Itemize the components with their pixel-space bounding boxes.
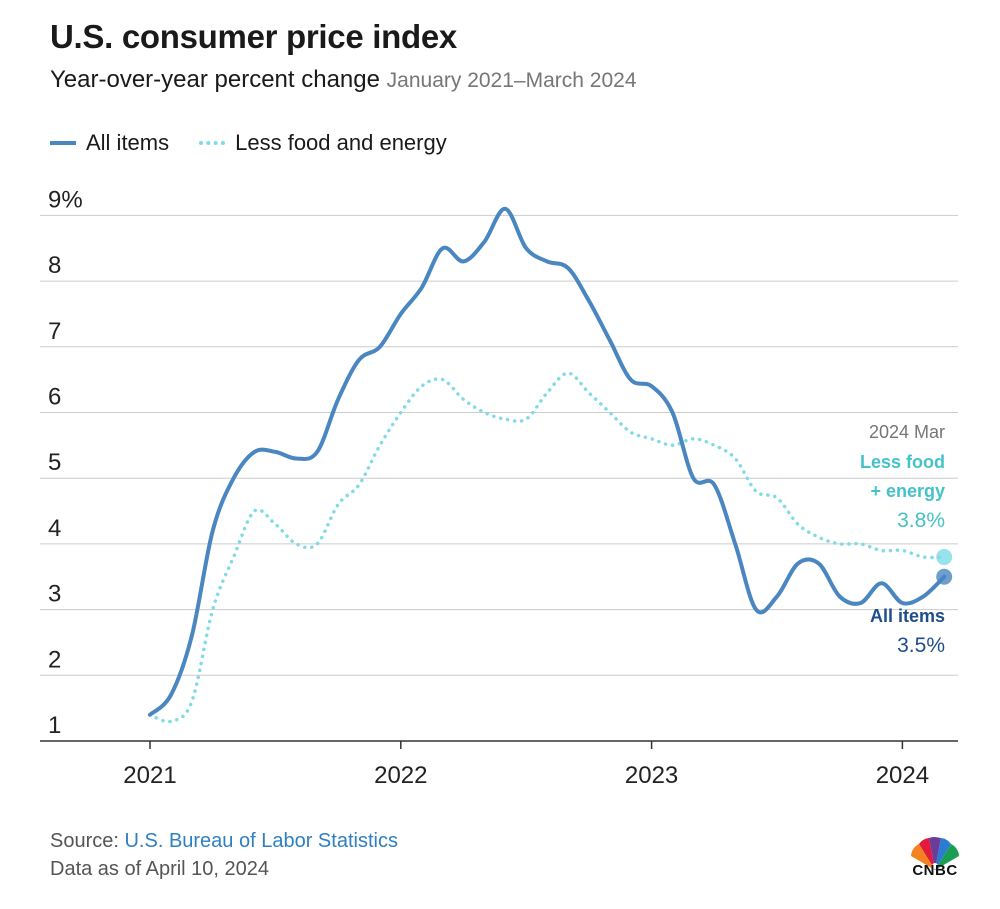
y-tick-label: 8 bbox=[48, 252, 61, 279]
series-line-all-items bbox=[148, 206, 947, 717]
chart-title: U.S. consumer price index bbox=[50, 18, 457, 55]
series-lines bbox=[148, 206, 947, 724]
y-tick-label: 3 bbox=[48, 581, 61, 608]
x-tick-label: 2023 bbox=[625, 762, 678, 789]
y-tick-label: 4 bbox=[48, 515, 61, 542]
y-tick-label: 2 bbox=[48, 646, 61, 673]
x-axis: 2021 2022 2023 2024 bbox=[40, 740, 958, 789]
series-line-core bbox=[148, 371, 946, 724]
end-annotations: 2024 Mar Less food + energy 3.8% All ite… bbox=[860, 422, 945, 657]
x-tick-label: 2024 bbox=[876, 762, 929, 789]
data-as-of: Data as of April 10, 2024 bbox=[50, 858, 270, 880]
legend-item-all-items: All items bbox=[50, 130, 169, 156]
y-tick-label: 1 bbox=[48, 712, 61, 739]
annotation-all-value: 3.5% bbox=[897, 634, 945, 657]
cpi-line-chart: 1 2 3 4 5 6 7 8 9% 2021 2022 2023 2024 2024 Mar Les… bbox=[40, 186, 958, 789]
annotation-core-value: 3.8% bbox=[897, 509, 945, 532]
legend-label-all-items: All items bbox=[86, 130, 170, 155]
end-marker-core bbox=[936, 549, 953, 566]
x-tick-label: 2021 bbox=[123, 762, 176, 789]
annotation-core-label-1: Less food bbox=[860, 452, 945, 472]
legend: All items Less food and energy bbox=[50, 130, 477, 156]
y-tick-label: 5 bbox=[48, 449, 61, 476]
end-marker-all-items bbox=[936, 568, 953, 585]
y-tick-label: 6 bbox=[48, 384, 61, 411]
grid-lines bbox=[40, 214, 958, 676]
cnbc-peacock-icon bbox=[911, 836, 959, 870]
y-axis-ticks: 1 2 3 4 5 6 7 8 9% bbox=[48, 186, 83, 739]
legend-label-core: Less food and energy bbox=[235, 130, 447, 155]
y-tick-label: 9% bbox=[48, 186, 83, 213]
annotation-core-label-2: + energy bbox=[870, 481, 945, 501]
source-prefix: Source: bbox=[50, 830, 125, 852]
end-markers bbox=[936, 549, 953, 585]
chart-subtitle: Year-over-year percent change January 20… bbox=[50, 66, 637, 94]
x-tick-label: 2022 bbox=[374, 762, 427, 789]
annotation-all-label: All items bbox=[870, 606, 945, 626]
logo-text: CNBC bbox=[912, 862, 958, 879]
date-range: January 2021–March 2024 bbox=[386, 69, 637, 92]
legend-item-core: Less food and energy bbox=[199, 130, 447, 156]
legend-swatch-solid bbox=[50, 141, 76, 145]
legend-swatch-dotted bbox=[199, 141, 226, 145]
annotation-period: 2024 Mar bbox=[869, 422, 945, 442]
source-line: Source: U.S. Bureau of Labor Statistics bbox=[50, 830, 398, 853]
source-link[interactable]: U.S. Bureau of Labor Statistics bbox=[124, 830, 398, 852]
y-tick-label: 7 bbox=[48, 318, 61, 345]
subtitle-text: Year-over-year percent change bbox=[50, 66, 380, 93]
